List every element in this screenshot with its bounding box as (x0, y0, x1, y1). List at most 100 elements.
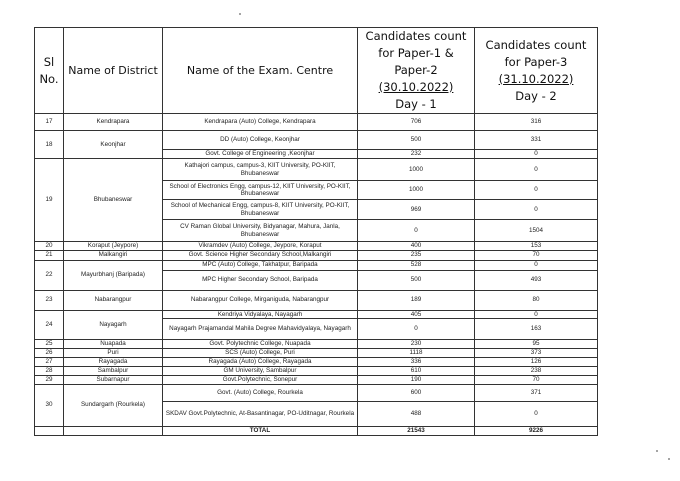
centre-name-cell: Nabarangpur College, Mirganiguda, Nabara… (162, 289, 358, 311)
sl-no-cell: 26 (34, 347, 64, 358)
sl-no-cell: 18 (34, 130, 64, 159)
centre-name-cell: School of Electronics Engg, campus-12, K… (162, 180, 358, 200)
table-row: 25 Nuapada Govt. Polytechnic College, Nuap… (34, 339, 598, 349)
day2-count-cell: 493 (474, 269, 598, 291)
day2-count-cell: 163 (474, 318, 598, 340)
sl-no-cell: 23 (34, 289, 64, 311)
table-row: 19 Bhubaneswar Kathajori campus, campus-3,… (34, 158, 598, 242)
day1-count-cell: 230 (357, 339, 475, 349)
day2-count-cell: 70 (474, 249, 598, 261)
day2-count-cell: 0 (474, 259, 598, 271)
district-cell: Nayagarh (63, 309, 163, 340)
table-row: 20 Koraput (Jeypore) Vikramdev (Auto) Coll… (34, 241, 598, 251)
table-row: 22 Mayurbhanj (Baripada) MPC (Auto) Colleg… (34, 259, 598, 291)
centre-name-cell: Govt.Polytechnic, Sonepur (162, 374, 358, 385)
centre-name-cell: Govt. College of Engineering ,Keonjhar (162, 149, 358, 159)
day2-count-cell: 331 (474, 130, 598, 150)
sl-no-cell: 21 (34, 249, 64, 261)
sl-no-cell: 27 (34, 356, 64, 367)
table-row: 26 Puri SCS (Auto) College, Puri 1118 373 (34, 347, 598, 358)
sl-no-cell: 17 (34, 113, 64, 131)
table-row: 23 Nabarangpur Nabarangpur College, Mirgan… (34, 289, 598, 311)
centre-name-cell: DD (Auto) College, Keonjhar (162, 130, 358, 150)
centre-name-cell: Kathajori campus, campus-3, KIIT Univers… (162, 158, 358, 181)
header-day1-title: Candidates count for Paper-1 & Paper-2 (365, 29, 467, 77)
exam-centre-table: Sl No. Name of District Name of the Exam… (34, 27, 598, 436)
district-cell: Bhubaneswar (63, 158, 163, 242)
centre-name-cell: Vikramdev (Auto) College, Jeypore, Korap… (162, 241, 358, 251)
district-cell: Nuapada (63, 339, 163, 349)
sl-no-cell: 25 (34, 339, 64, 349)
day1-count-cell: 600 (357, 383, 475, 402)
day1-count-cell: 232 (357, 149, 475, 159)
centre-name-cell: Kendriya Vidyalaya, Nayagarh (162, 309, 358, 319)
district-cell: Puri (63, 347, 163, 358)
day2-count-cell: 238 (474, 365, 598, 376)
table-row: SKDAV Govt.Polytechnic, At-Basantinagar,… (35, 400, 598, 427)
total-day2: 9226 (474, 425, 598, 436)
day1-count-cell: 336 (357, 356, 475, 367)
sl-no-cell: 22 (34, 259, 64, 291)
day1-count-cell: 400 (357, 241, 475, 251)
district-cell: Kendrapara (63, 113, 163, 131)
sl-no-cell: 29 (34, 374, 64, 385)
day1-count-cell: 1118 (357, 347, 475, 358)
district-cell: Subarnapur (63, 374, 163, 385)
centre-name-cell: Govt. (Auto) College, Rourkela (162, 383, 358, 402)
table-row: 21 Malkangiri Govt. Science Higher Seconda… (34, 249, 598, 261)
day1-count-cell: 190 (357, 374, 475, 385)
day2-count-cell: 0 (474, 180, 598, 200)
district-cell: Keonjhar (63, 130, 163, 159)
header-row: Sl No. Name of District Name of the Exam… (34, 27, 598, 114)
header-day1-date: (30.10.2022) (378, 80, 454, 94)
centre-name-cell: MPC Higher Secondary School, Baripada (162, 269, 358, 291)
day1-count-cell: 1000 (357, 158, 475, 181)
centre-name-cell: CV Raman Global University, Bidyanagar, … (162, 219, 358, 242)
day2-count-cell: 0 (474, 309, 598, 319)
centre-name-cell: GM University, Sambalpur (162, 365, 358, 376)
header-centre: Name of the Exam. Centre (162, 27, 358, 114)
table-row: 24 Nayagarh Kendriya Vidyalaya, Nayagarh 40… (34, 309, 598, 340)
day2-count-cell: 316 (474, 113, 598, 131)
day2-count-cell: 0 (474, 400, 598, 427)
district-cell: Sundargarh (Rourkela) (63, 383, 163, 427)
day1-count-cell: 969 (357, 199, 475, 220)
total-district (63, 425, 163, 436)
sl-no-cell: 30 (34, 383, 64, 427)
table-row: 18 Keonjhar DD (Auto) College, Keonjhar 500… (34, 130, 598, 159)
total-day1: 21543 (357, 425, 475, 436)
day1-count-cell: 1000 (357, 180, 475, 200)
day2-count-cell: 0 (474, 149, 598, 159)
day2-count-cell: 0 (474, 199, 598, 220)
day2-count-cell: 371 (474, 383, 598, 402)
centre-name-cell: SCS (Auto) College, Puri (162, 347, 358, 358)
district-cell: Malkangiri (63, 249, 163, 261)
table-row: 17 Kendrapara Kendrapara (Auto) College, K… (34, 113, 598, 131)
table-row: 29 Subarnapur Govt.Polytechnic, Sonepur 190… (34, 374, 598, 385)
table-row: 27 Rayagada Rayagada (Auto) College, Rayag… (34, 356, 598, 367)
day1-count-cell: 500 (357, 130, 475, 150)
table-row: Nayagarh Prajamandal Mahila Degree Mahav… (35, 318, 598, 340)
scan-speck (239, 13, 241, 15)
centre-name-cell: MPC (Auto) College, Takhatpur, Baripada (162, 259, 358, 271)
centre-name-cell: SKDAV Govt.Polytechnic, At-Basantinagar,… (162, 400, 358, 427)
day2-count-cell: 153 (474, 241, 598, 251)
total-row: TOTAL 21543 9226 (34, 425, 598, 436)
day1-count-cell: 189 (357, 289, 475, 311)
header-district: Name of District (63, 27, 163, 114)
header-day1-label: Day - 1 (395, 97, 437, 111)
centre-name-cell: School of Mechanical Engg, campus-8, KII… (162, 199, 358, 220)
table-row: 30 Sundargarh (Rourkela) Govt. (Auto) Coll… (34, 383, 598, 427)
sl-no-cell: 28 (34, 365, 64, 376)
header-day2-date: (31.10.2022) (498, 71, 574, 86)
header-day2: Candidates count for Paper-3 (31.10.2022… (474, 27, 598, 114)
day1-count-cell: 706 (357, 113, 475, 131)
centre-name-cell: Nayagarh Prajamandal Mahila Degree Mahav… (162, 318, 358, 340)
header-sl-no: Sl No. (34, 27, 64, 114)
day1-count-cell: 528 (357, 259, 475, 271)
centre-name-cell: Rayagada (Auto) College, Rayagada (162, 356, 358, 367)
district-cell: Mayurbhanj (Baripada) (63, 259, 163, 291)
day1-count-cell: 500 (357, 269, 475, 291)
table-row: 28 Sambalpur GM University, Sambalpur 610 23… (34, 365, 598, 376)
header-day2-label: Day - 2 (515, 88, 557, 103)
